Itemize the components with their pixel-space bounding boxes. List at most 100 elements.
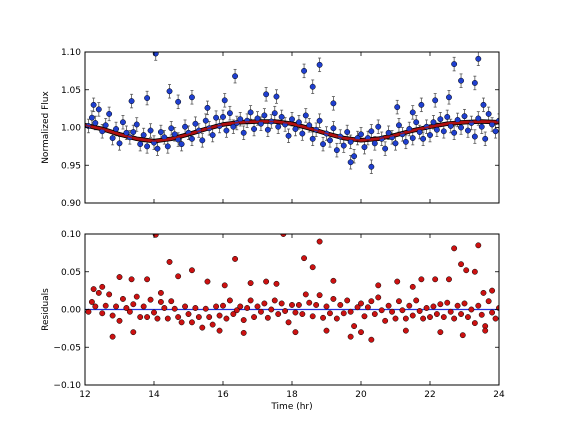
flux-data-point: [144, 143, 151, 150]
residuals-data-point: [471, 268, 478, 275]
flux-data-point: [263, 91, 270, 98]
residuals-data-point: [147, 296, 154, 303]
residuals-data-point: [320, 314, 326, 321]
residuals-y-axis-label: Residuals: [41, 288, 51, 331]
residuals-data-point: [375, 294, 382, 301]
flux-data-point: [409, 109, 416, 116]
residuals-data-point: [409, 312, 416, 319]
residuals-data-point: [237, 303, 244, 310]
flux-data-point: [446, 94, 452, 101]
flux-data-point: [123, 129, 130, 136]
residuals-data-point: [95, 289, 102, 296]
flux-data-point: [385, 129, 392, 136]
residuals-data-point: [157, 299, 164, 305]
residuals-data-point: [92, 303, 99, 310]
flux-data-point: [168, 125, 175, 132]
residuals-data-point: [299, 311, 306, 317]
residuals-data-point: [475, 242, 482, 249]
residuals-data-point: [195, 314, 202, 320]
residuals-x-tick-label: 18: [286, 390, 298, 400]
flux-data-point: [471, 80, 478, 86]
residuals-data-point: [316, 292, 323, 299]
flux-data-point: [309, 83, 316, 90]
residuals-data-point: [275, 311, 282, 317]
residuals-data-point: [116, 274, 123, 280]
flux-data-point: [437, 116, 444, 123]
residuals-data-point: [213, 303, 220, 310]
flux-data-point: [309, 135, 316, 142]
flux-data-point: [247, 109, 254, 116]
flux-data-point: [264, 126, 271, 133]
residuals-y-tick-label: 0.05: [61, 268, 81, 278]
residuals-data-point: [164, 315, 171, 322]
flux-data-point: [375, 123, 382, 130]
flux-data-point: [402, 138, 409, 145]
flux-data-point: [492, 128, 499, 135]
residuals-data-point: [402, 315, 409, 322]
residuals-data-point: [475, 302, 482, 309]
residuals-data-point: [264, 314, 271, 321]
residuals-data-point: [330, 295, 337, 302]
flux-data-point: [106, 110, 113, 117]
flux-data-point: [178, 141, 185, 148]
residuals-data-point: [271, 297, 278, 304]
residuals-data-point: [140, 303, 147, 310]
flux-data-point: [316, 61, 323, 68]
residuals-data-point: [375, 282, 382, 289]
flux-data-point: [137, 141, 144, 148]
residuals-data-point: [358, 329, 364, 336]
flux-data-point: [351, 153, 358, 160]
residuals-data-point: [247, 280, 254, 287]
flux-panel: 0.90 0.95 1.00 1.05 1.10 Normalized Flux: [41, 48, 500, 209]
flux-data-point: [133, 121, 140, 128]
flux-data-point: [413, 119, 420, 126]
residuals-data-point: [102, 302, 109, 309]
flux-data-point: [204, 104, 211, 111]
flux-data-point: [475, 55, 482, 62]
residuals-plot-area: [85, 234, 499, 343]
residuals-data-point: [166, 258, 173, 265]
residuals-data-point: [378, 307, 385, 314]
flux-data-point: [189, 94, 195, 101]
flux-data-point: [92, 120, 99, 126]
flux-data-point: [140, 132, 147, 139]
residuals-data-point: [88, 299, 95, 305]
residuals-data-point: [154, 315, 161, 322]
flux-data-point: [344, 129, 351, 135]
residuals-data-point: [268, 306, 275, 313]
residuals-data-point: [233, 307, 240, 314]
residuals-data-point: [437, 301, 444, 308]
residuals-data-point: [437, 329, 444, 336]
residuals-data-point: [282, 308, 289, 314]
flux-data-point: [166, 88, 173, 95]
residuals-data-point: [458, 311, 464, 317]
residuals-data-point: [223, 315, 230, 322]
residuals-data-point: [171, 305, 178, 312]
flux-data-point: [189, 135, 195, 142]
residuals-x-tick-label: 12: [79, 390, 90, 400]
flux-data-point: [292, 126, 299, 132]
residuals-data-point: [109, 333, 116, 340]
flux-data-point: [199, 137, 206, 144]
flux-data-point: [278, 113, 285, 120]
flux-data-point: [213, 114, 220, 121]
residuals-data-point: [454, 302, 461, 309]
flux-data-point: [95, 106, 102, 113]
flux-data-point: [164, 143, 171, 150]
flux-y-axis-label: Normalized Flux: [41, 91, 51, 164]
residuals-data-point: [347, 333, 354, 340]
residuals-axes: 12 14 16 18 20 22 24 −0.10 −0.05 0.00 0.05 0.10: [53, 230, 505, 400]
flux-data-point: [409, 135, 416, 142]
flux-data-point: [147, 127, 154, 134]
residuals-data-point: [189, 267, 195, 274]
residuals-data-point: [333, 315, 340, 322]
residuals-data-point: [402, 327, 409, 334]
residuals-data-point: [240, 317, 247, 324]
residuals-data-point: [133, 293, 140, 300]
flux-data-point: [285, 132, 292, 139]
flux-data-point: [301, 67, 308, 74]
residuals-data-point: [226, 297, 233, 304]
residuals-x-tick-label: 24: [493, 390, 505, 400]
residuals-data-point: [263, 278, 270, 285]
